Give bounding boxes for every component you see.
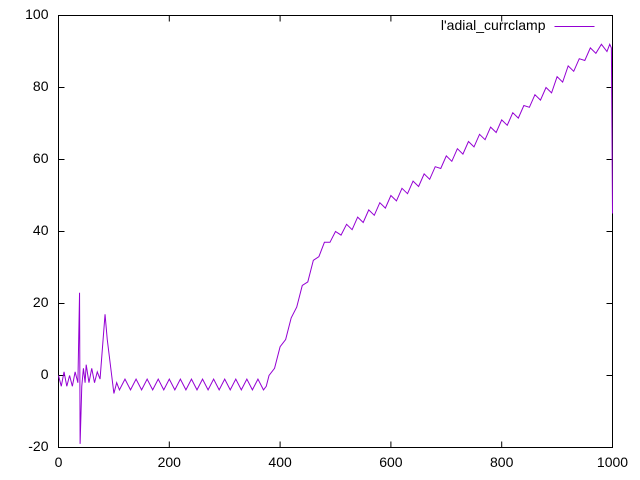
x-tick-label: 0 <box>55 454 63 470</box>
x-tick-label: 800 <box>490 454 514 470</box>
y-tick-label: 60 <box>33 150 49 166</box>
legend-label: l'adial_currclamp <box>441 17 546 33</box>
y-tick-label: 80 <box>33 78 49 94</box>
y-tick-label: 0 <box>41 366 49 382</box>
y-tick-label: 20 <box>33 294 49 310</box>
x-tick-label: 400 <box>268 454 292 470</box>
y-tick-label: 100 <box>25 6 49 22</box>
y-tick-label: -20 <box>28 438 48 454</box>
data-line <box>58 43 613 444</box>
x-tick-label: 1000 <box>597 454 628 470</box>
x-tick-label: 600 <box>379 454 403 470</box>
y-tick-label: 40 <box>33 222 49 238</box>
x-tick-label: 200 <box>158 454 182 470</box>
